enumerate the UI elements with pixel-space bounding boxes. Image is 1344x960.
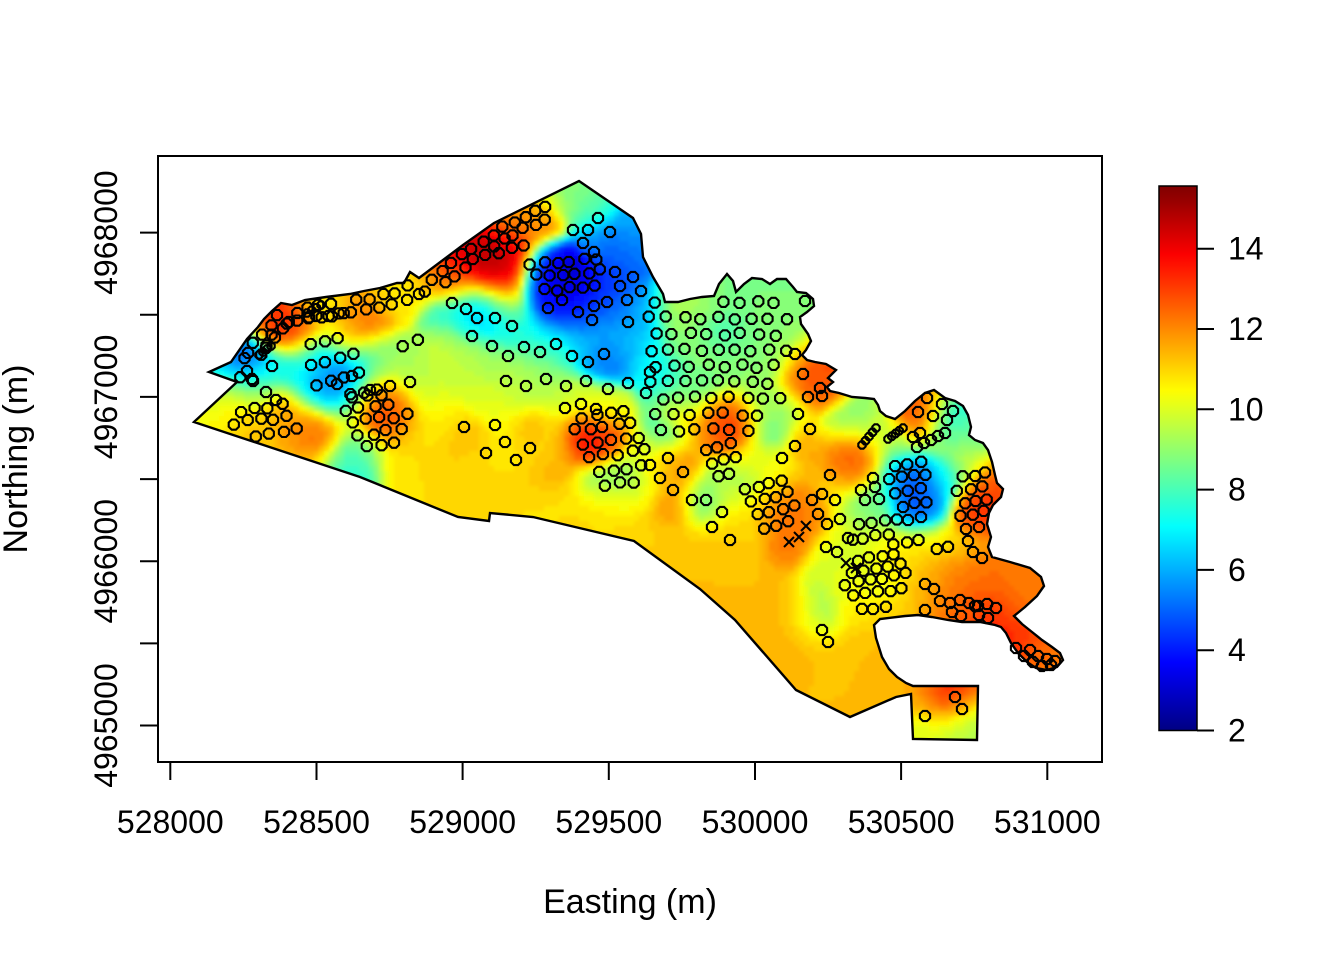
svg-text:4965000: 4965000 <box>88 663 124 788</box>
svg-text:12: 12 <box>1228 311 1264 347</box>
svg-text:4968000: 4968000 <box>88 170 124 295</box>
svg-text:531000: 531000 <box>994 804 1101 840</box>
svg-text:529000: 529000 <box>409 804 516 840</box>
svg-text:10: 10 <box>1228 391 1264 427</box>
svg-text:14: 14 <box>1228 231 1264 267</box>
svg-text:4966000: 4966000 <box>88 499 124 624</box>
svg-text:528500: 528500 <box>263 804 370 840</box>
svg-text:4: 4 <box>1228 632 1246 668</box>
svg-text:Easting (m): Easting (m) <box>543 883 717 921</box>
svg-text:530500: 530500 <box>848 804 955 840</box>
svg-text:529500: 529500 <box>555 804 662 840</box>
svg-text:2: 2 <box>1228 713 1246 749</box>
svg-text:8: 8 <box>1228 472 1246 508</box>
svg-text:528000: 528000 <box>117 804 224 840</box>
svg-text:4967000: 4967000 <box>88 335 124 460</box>
svg-text:Northing (m): Northing (m) <box>0 365 35 554</box>
svg-text:530000: 530000 <box>702 804 809 840</box>
svg-text:6: 6 <box>1228 552 1246 588</box>
